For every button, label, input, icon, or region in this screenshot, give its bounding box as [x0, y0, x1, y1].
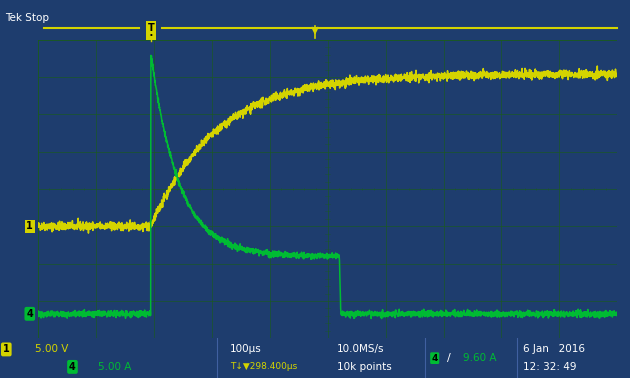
- Text: 10.0MS/s: 10.0MS/s: [337, 344, 384, 355]
- Text: 6 Jan   2016: 6 Jan 2016: [523, 344, 585, 355]
- Text: 4: 4: [26, 309, 33, 319]
- Text: 10k points: 10k points: [337, 362, 392, 372]
- Text: T: T: [147, 23, 154, 33]
- Text: 9.60 A: 9.60 A: [463, 353, 496, 363]
- Text: 12: 32: 49: 12: 32: 49: [523, 362, 576, 372]
- Text: 4: 4: [69, 362, 76, 372]
- Text: 5.00 A: 5.00 A: [98, 362, 131, 372]
- Text: T: T: [147, 28, 154, 38]
- Text: /: /: [447, 353, 451, 363]
- Text: ◀: ◀: [0, 377, 1, 378]
- Text: 1: 1: [26, 222, 33, 231]
- Text: 1: 1: [3, 344, 9, 355]
- Text: 5.00 V: 5.00 V: [35, 344, 68, 355]
- Text: 100µs: 100µs: [230, 344, 261, 355]
- Text: 4: 4: [432, 354, 438, 363]
- Text: Tek Stop: Tek Stop: [5, 13, 49, 23]
- Text: T↓▼298.400µs: T↓▼298.400µs: [230, 363, 297, 372]
